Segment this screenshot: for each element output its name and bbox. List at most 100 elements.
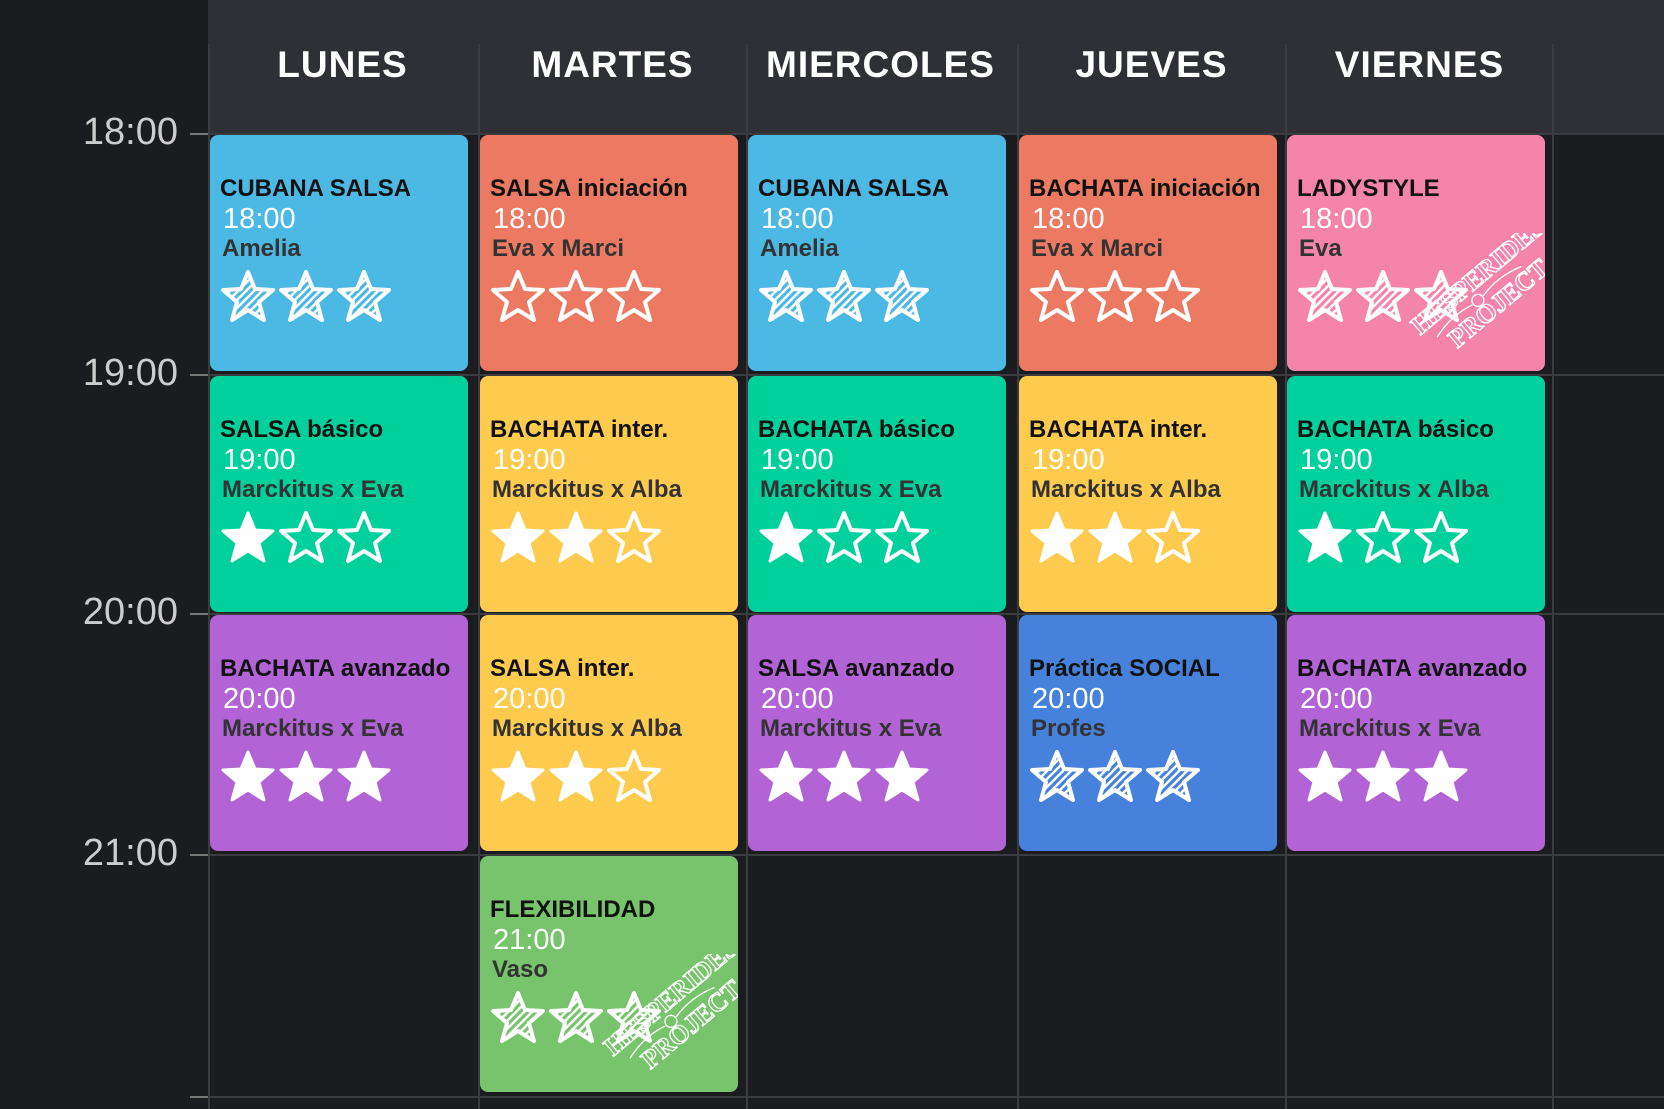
class-title: BACHATA básico bbox=[1297, 416, 1494, 443]
grid-column-line bbox=[1017, 44, 1019, 1109]
class-teacher: Marckitus x Eva bbox=[1299, 715, 1481, 742]
star-filled-icon bbox=[491, 750, 545, 802]
level-stars bbox=[220, 269, 460, 325]
level-stars bbox=[1297, 510, 1537, 566]
class-card[interactable]: CUBANA SALSA 18:00 Amelia bbox=[210, 135, 468, 371]
class-time: 21:00 bbox=[493, 924, 566, 956]
star-hatched-icon bbox=[279, 270, 333, 322]
grid-row-line bbox=[190, 613, 1664, 615]
class-title: LADYSTYLE bbox=[1297, 175, 1440, 202]
level-stars bbox=[1029, 749, 1269, 805]
class-teacher: Marckitus x Eva bbox=[222, 476, 404, 503]
level-stars bbox=[490, 269, 730, 325]
level-stars bbox=[758, 269, 998, 325]
class-card[interactable]: BACHATA iniciación 18:00 Eva x Marci bbox=[1019, 135, 1277, 371]
star-empty-icon bbox=[1146, 270, 1200, 322]
day-header-miercoles: MIERCOLES bbox=[766, 44, 995, 85]
class-title: CUBANA SALSA bbox=[220, 175, 412, 202]
star-hatched-icon bbox=[817, 270, 871, 322]
star-empty-icon bbox=[607, 511, 661, 563]
class-time: 18:00 bbox=[1300, 203, 1373, 235]
class-teacher: Profes bbox=[1031, 715, 1106, 742]
class-title: BACHATA avanzado bbox=[220, 655, 451, 682]
class-card[interactable]: LADYSTYLE 18:00 Eva HESPERIDES PROJECT bbox=[1287, 135, 1545, 371]
class-time: 18:00 bbox=[761, 203, 834, 235]
class-teacher: Marckitus x Eva bbox=[760, 715, 942, 742]
star-empty-icon bbox=[1030, 270, 1084, 322]
class-time: 20:00 bbox=[223, 683, 296, 715]
grid-row-line bbox=[190, 854, 1664, 856]
star-empty-icon bbox=[817, 511, 871, 563]
hour-tick bbox=[190, 133, 208, 135]
star-filled-icon bbox=[337, 750, 391, 802]
level-stars bbox=[1029, 269, 1269, 325]
hesperides-project-logo: HESPERIDES PROJECT bbox=[1401, 212, 1545, 363]
class-card[interactable]: BACHATA avanzado 20:00 Marckitus x Eva bbox=[1287, 615, 1545, 851]
class-title: BACHATA básico bbox=[758, 416, 955, 443]
star-filled-icon bbox=[1030, 511, 1084, 563]
class-card[interactable]: SALSA iniciación 18:00 Eva x Marci bbox=[480, 135, 738, 371]
class-time: 20:00 bbox=[761, 683, 834, 715]
star-filled-icon bbox=[759, 750, 813, 802]
star-hatched-icon bbox=[1356, 270, 1410, 322]
class-card[interactable]: SALSA avanzado 20:00 Marckitus x Eva bbox=[748, 615, 1006, 851]
class-time: 19:00 bbox=[761, 444, 834, 476]
class-card[interactable]: BACHATA básico 19:00 Marckitus x Alba bbox=[1287, 376, 1545, 612]
grid-row-line bbox=[190, 1096, 1664, 1098]
class-card[interactable]: SALSA inter. 20:00 Marckitus x Alba bbox=[480, 615, 738, 851]
class-card[interactable]: SALSA básico 19:00 Marckitus x Eva bbox=[210, 376, 468, 612]
star-empty-icon bbox=[1414, 511, 1468, 563]
class-time: 19:00 bbox=[223, 444, 296, 476]
class-card[interactable]: BACHATA avanzado 20:00 Marckitus x Eva bbox=[210, 615, 468, 851]
hour-tick bbox=[190, 1096, 208, 1098]
class-teacher: Amelia bbox=[760, 235, 839, 262]
day-header-jueves: JUEVES bbox=[1075, 44, 1228, 85]
level-stars bbox=[490, 510, 730, 566]
star-hatched-icon bbox=[1298, 270, 1352, 322]
class-card[interactable]: BACHATA básico 19:00 Marckitus x Eva bbox=[748, 376, 1006, 612]
class-card[interactable]: Práctica SOCIAL 20:00 Profes bbox=[1019, 615, 1277, 851]
star-filled-icon bbox=[817, 750, 871, 802]
class-card[interactable]: BACHATA inter. 19:00 Marckitus x Alba bbox=[480, 376, 738, 612]
grid-row-line bbox=[190, 133, 1664, 135]
star-filled-icon bbox=[221, 511, 275, 563]
class-card[interactable]: BACHATA inter. 19:00 Marckitus x Alba bbox=[1019, 376, 1277, 612]
class-teacher: Marckitus x Alba bbox=[1299, 476, 1489, 503]
star-empty-icon bbox=[1356, 511, 1410, 563]
class-teacher: Marckitus x Eva bbox=[760, 476, 942, 503]
class-time: 18:00 bbox=[1032, 203, 1105, 235]
level-stars bbox=[490, 749, 730, 805]
class-time: 19:00 bbox=[1300, 444, 1373, 476]
star-empty-icon bbox=[279, 511, 333, 563]
star-filled-icon bbox=[491, 511, 545, 563]
day-header-viernes: VIERNES bbox=[1334, 44, 1505, 85]
star-hatched-icon bbox=[491, 991, 545, 1043]
class-time: 19:00 bbox=[493, 444, 566, 476]
star-hatched-icon bbox=[337, 270, 391, 322]
grid-row-line bbox=[190, 374, 1664, 376]
star-empty-icon bbox=[875, 511, 929, 563]
class-teacher: Marckitus x Eva bbox=[222, 715, 404, 742]
class-card[interactable]: CUBANA SALSA 18:00 Amelia bbox=[748, 135, 1006, 371]
class-time: 18:00 bbox=[223, 203, 296, 235]
hour-label: 21:00 bbox=[82, 832, 178, 874]
grid-column-line bbox=[208, 44, 210, 1109]
grid-column-line bbox=[1285, 44, 1287, 1109]
level-stars bbox=[220, 749, 460, 805]
star-hatched-icon bbox=[1414, 270, 1468, 322]
star-filled-icon bbox=[1414, 750, 1468, 802]
class-card[interactable]: FLEXIBILIDAD 21:00 Vaso HESPERIDES PROJECT bbox=[480, 856, 738, 1092]
star-empty-icon bbox=[549, 270, 603, 322]
hour-tick bbox=[190, 613, 208, 615]
star-filled-icon bbox=[549, 750, 603, 802]
star-filled-icon bbox=[1088, 511, 1142, 563]
class-title: Práctica SOCIAL bbox=[1029, 655, 1220, 682]
star-empty-icon bbox=[337, 511, 391, 563]
star-hatched-icon bbox=[221, 270, 275, 322]
level-stars bbox=[758, 749, 998, 805]
class-time: 19:00 bbox=[1032, 444, 1105, 476]
level-stars bbox=[758, 510, 998, 566]
star-filled-icon bbox=[1298, 750, 1352, 802]
class-title: BACHATA inter. bbox=[490, 416, 669, 443]
class-title: BACHATA inter. bbox=[1029, 416, 1208, 443]
